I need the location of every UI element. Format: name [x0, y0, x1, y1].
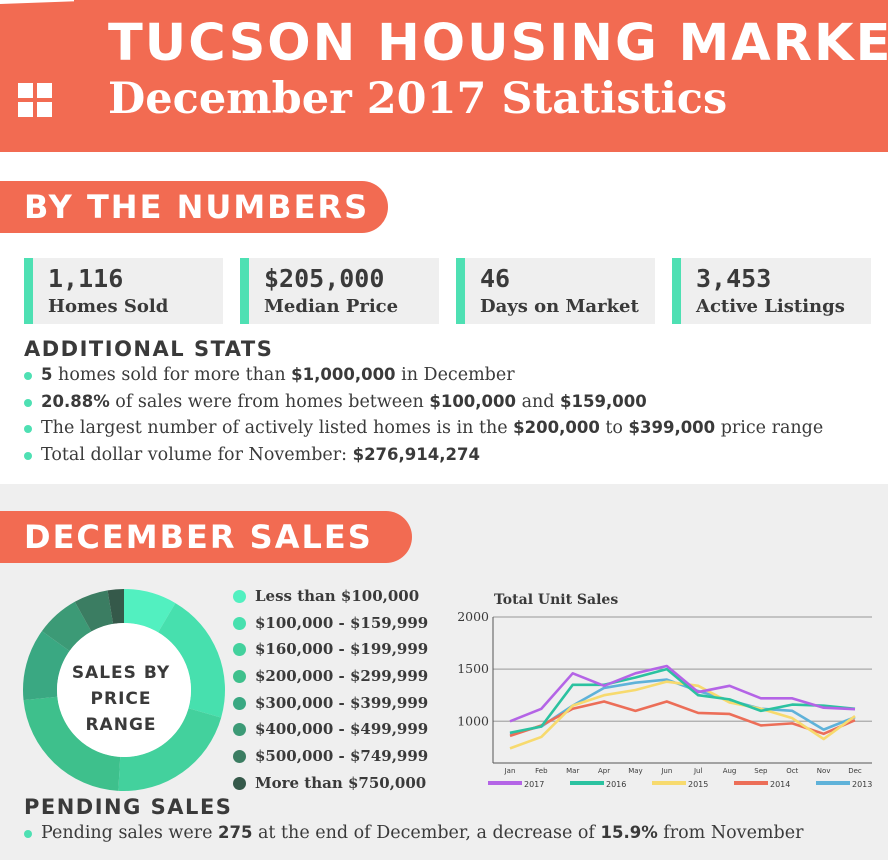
y-tick-label: 2000: [457, 609, 489, 624]
list-item: Total dollar volume for November: $276,9…: [24, 442, 823, 469]
legend-swatch-icon: [233, 643, 246, 657]
header-band: [74, 0, 888, 152]
bullet-dot-icon: [24, 451, 32, 460]
page-title: TUCSON HOUSING MARKET: [108, 14, 888, 73]
legend-swatch-icon: [488, 781, 522, 785]
x-tick-label: Nov: [817, 767, 831, 775]
legend-label: 2015: [688, 780, 708, 789]
legend-label: 2014: [770, 780, 790, 789]
series-line-2016: [509, 667, 856, 735]
page-subtitle: December 2017 Statistics: [108, 74, 728, 124]
series-line-2015: [509, 680, 856, 750]
additional-stats-list: 5 homes sold for more than $1,000,000 in…: [24, 362, 823, 468]
donut-slice: [74, 590, 114, 632]
legend-swatch-icon: [233, 616, 246, 630]
legend-item: More than $750,000: [233, 770, 428, 797]
legend-swatch-icon: [233, 696, 246, 710]
legend-item: $100,000 - $159,999: [233, 610, 428, 637]
donut-slice: [107, 589, 124, 624]
y-tick-label: 1000: [457, 713, 489, 728]
section-heading-by-the-numbers: BY THE NUMBERS: [0, 181, 388, 233]
stat-card-days-on-market: 46 Days on Market: [456, 258, 655, 324]
x-tick-label: Mar: [566, 767, 579, 775]
legend-item: $500,000 - $749,999: [233, 743, 428, 770]
legend-item: $200,000 - $299,999: [233, 663, 428, 690]
donut-hole: [57, 623, 191, 757]
list-item: 5 homes sold for more than $1,000,000 in…: [24, 362, 823, 389]
legend-swatch-icon: [233, 750, 246, 764]
donut-slice: [124, 589, 176, 633]
price-range-donut-chart: [23, 589, 225, 791]
bullet-dot-icon: [24, 425, 32, 433]
x-tick-label: Feb: [535, 767, 548, 775]
donut-slice: [23, 631, 70, 701]
chart-title: Total Unit Sales: [494, 592, 618, 608]
house-icon: [0, 0, 110, 152]
stat-value: 46: [480, 264, 511, 293]
legend-swatch-icon: [570, 781, 604, 785]
stat-label: Median Price: [264, 296, 399, 317]
stat-value: 1,116: [48, 264, 124, 293]
legend-swatch-icon: [233, 590, 246, 603]
list-item: 20.88% of sales were from homes between …: [24, 389, 823, 416]
legend-label: 2016: [606, 780, 626, 789]
x-tick-label: May: [628, 767, 642, 775]
stat-value: $205,000: [264, 264, 385, 293]
legend-swatch-icon: [734, 781, 768, 785]
x-tick-label: Jul: [693, 767, 703, 775]
bullet-dot-icon: [24, 372, 32, 380]
donut-slice: [118, 708, 222, 791]
legend-swatch-icon: [652, 781, 686, 785]
stat-label: Homes Sold: [48, 296, 169, 317]
legend-swatch-icon: [233, 670, 246, 684]
list-item: Pending sales were 275 at the end of Dec…: [24, 820, 803, 847]
series-line-2017: [509, 664, 856, 723]
donut-center-label: SALES BY PRICE RANGE: [56, 660, 186, 738]
x-tick-label: Jan: [504, 767, 516, 775]
donut-label-line: PRICE RANGE: [85, 689, 157, 735]
bullet-dot-icon: [24, 830, 32, 838]
stat-card-median-price: $205,000 Median Price: [240, 258, 439, 324]
stat-value: 3,453: [696, 264, 772, 293]
legend-swatch-icon: [233, 723, 246, 737]
x-tick-label: Aug: [723, 767, 737, 775]
x-tick-label: Jun: [660, 767, 672, 775]
donut-slice: [158, 603, 225, 718]
donut-legend: Less than $100,000 $100,000 - $159,999 $…: [233, 583, 428, 797]
pending-sales-list: Pending sales were 275 at the end of Dec…: [24, 820, 803, 847]
x-tick-label: Sep: [754, 767, 768, 775]
stat-label: Active Listings: [696, 296, 845, 317]
legend-swatch-icon: [816, 781, 850, 785]
stat-card-homes-sold: 1,116 Homes Sold: [24, 258, 223, 324]
additional-stats-heading: ADDITIONAL STATS: [24, 337, 274, 361]
legend-label: 2013: [852, 780, 872, 789]
total-unit-sales-chart: Total Unit Sales 1000 1500 2000 Jan Feb Mar Apr…: [457, 592, 872, 789]
stat-label: Days on Market: [480, 296, 639, 317]
pending-sales-heading: PENDING SALES: [24, 795, 233, 819]
bullet-dot-icon: [24, 398, 32, 407]
donut-label-line: SALES BY: [71, 663, 171, 683]
list-item: The largest number of actively listed ho…: [24, 415, 823, 442]
legend-item: Less than $100,000: [233, 583, 428, 610]
stat-card-active-listings: 3,453 Active Listings: [672, 258, 871, 324]
legend-item: $300,000 - $399,999: [233, 690, 428, 717]
x-tick-label: Apr: [598, 767, 610, 775]
section-heading-december-sales: DECEMBER SALES: [0, 511, 412, 563]
legend-swatch-icon: [233, 776, 246, 790]
legend-item: $160,000 - $199,999: [233, 636, 428, 663]
donut-slice: [41, 601, 92, 651]
x-tick-label: Oct: [786, 767, 798, 775]
donut-slice: [23, 696, 121, 791]
legend-item: $400,000 - $499,999: [233, 716, 428, 743]
legend-label: 2017: [524, 780, 544, 789]
y-tick-label: 1500: [457, 661, 489, 676]
header-banner: TUCSON HOUSING MARKET December 2017 Stat…: [0, 0, 888, 152]
x-tick-label: Dec: [848, 767, 862, 775]
